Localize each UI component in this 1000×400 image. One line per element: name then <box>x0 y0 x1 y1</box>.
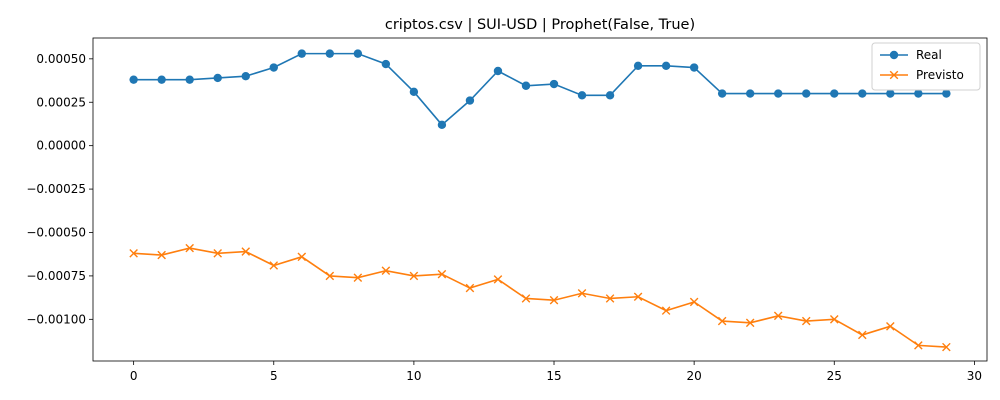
data-point <box>773 311 783 321</box>
data-point <box>297 252 307 262</box>
data-point <box>409 271 419 281</box>
chart-title: criptos.csv | SUI-USD | Prophet(False, T… <box>385 17 695 33</box>
legend-marker <box>889 70 899 80</box>
plot-area-frame <box>92 37 988 362</box>
series-layer <box>129 49 951 352</box>
y-tick-label: −0.00050 <box>26 225 86 239</box>
data-point <box>829 315 839 324</box>
data-point <box>269 261 279 270</box>
x-axis: 0 5 10 15 20 25 30 <box>130 361 982 383</box>
x-tick-label: 5 <box>270 369 278 383</box>
data-point <box>858 89 867 98</box>
data-point <box>717 89 727 98</box>
data-point <box>297 49 306 58</box>
data-point <box>914 89 923 98</box>
data-point <box>577 288 587 298</box>
data-point <box>325 49 335 58</box>
x-tick-label: 15 <box>546 369 561 383</box>
data-point <box>605 91 615 100</box>
legend-label: Real <box>916 48 942 62</box>
x-tick-label: 25 <box>827 369 842 383</box>
y-tick-label: 0.00000 <box>36 139 86 153</box>
data-point <box>745 318 755 328</box>
data-point <box>633 61 643 70</box>
data-point <box>801 316 811 326</box>
data-point <box>353 49 363 58</box>
data-point <box>381 59 391 69</box>
data-point <box>549 79 559 89</box>
y-tick-label: 0.00025 <box>36 95 86 109</box>
legend-item: Real <box>880 48 942 62</box>
x-tick-label: 10 <box>406 369 421 383</box>
data-point <box>493 66 503 76</box>
series-line-previsto <box>133 247 947 348</box>
data-point <box>942 342 951 352</box>
data-point <box>409 87 419 97</box>
y-tick-label: 0.00050 <box>36 52 86 66</box>
data-point <box>157 75 166 84</box>
data-point <box>353 273 363 282</box>
data-point <box>129 75 138 84</box>
data-point <box>914 341 923 350</box>
y-tick-label: −0.00075 <box>26 269 86 283</box>
legend-label: Previsto <box>916 68 964 82</box>
data-point <box>437 120 447 130</box>
legend-marker <box>889 50 899 60</box>
data-point <box>465 96 475 105</box>
data-point <box>213 249 223 258</box>
data-point <box>241 72 250 81</box>
data-point <box>213 73 222 83</box>
data-point <box>521 81 531 90</box>
data-point <box>886 89 895 98</box>
legend-item: Previsto <box>880 68 964 82</box>
data-point <box>465 283 475 293</box>
data-point <box>886 321 895 331</box>
series-previsto <box>129 243 951 352</box>
data-point <box>381 266 391 275</box>
data-point <box>577 91 587 100</box>
data-point <box>830 89 839 98</box>
data-point <box>689 297 699 307</box>
data-point <box>241 247 251 256</box>
data-point <box>129 249 138 258</box>
legend: Real Previsto <box>871 42 981 91</box>
y-axis: 0.00050 0.00025 0.00000 −0.00025 −0.00050 −0.… <box>26 52 93 326</box>
series-line-real <box>133 52 947 126</box>
data-point <box>325 271 335 281</box>
y-tick-label: −0.00025 <box>26 182 86 196</box>
x-tick-label: 30 <box>967 369 982 383</box>
data-point <box>689 63 699 72</box>
data-point <box>605 294 615 303</box>
x-tick-label: 0 <box>130 369 138 383</box>
data-point <box>185 243 194 253</box>
data-point <box>774 89 783 98</box>
data-point <box>802 89 811 98</box>
data-point <box>857 330 867 340</box>
data-point <box>269 63 278 72</box>
data-point <box>745 89 755 98</box>
data-point <box>493 275 503 284</box>
data-point <box>157 250 166 260</box>
data-point <box>661 306 671 315</box>
data-point <box>633 292 643 302</box>
data-point <box>549 295 559 305</box>
y-tick-label: −0.00100 <box>26 312 86 326</box>
data-point <box>521 294 531 303</box>
data-point <box>661 61 671 70</box>
series-real <box>129 49 951 130</box>
data-point <box>185 75 194 84</box>
data-point <box>437 269 447 279</box>
data-point <box>942 89 951 98</box>
x-tick-label: 20 <box>686 369 701 383</box>
data-point <box>717 316 727 326</box>
